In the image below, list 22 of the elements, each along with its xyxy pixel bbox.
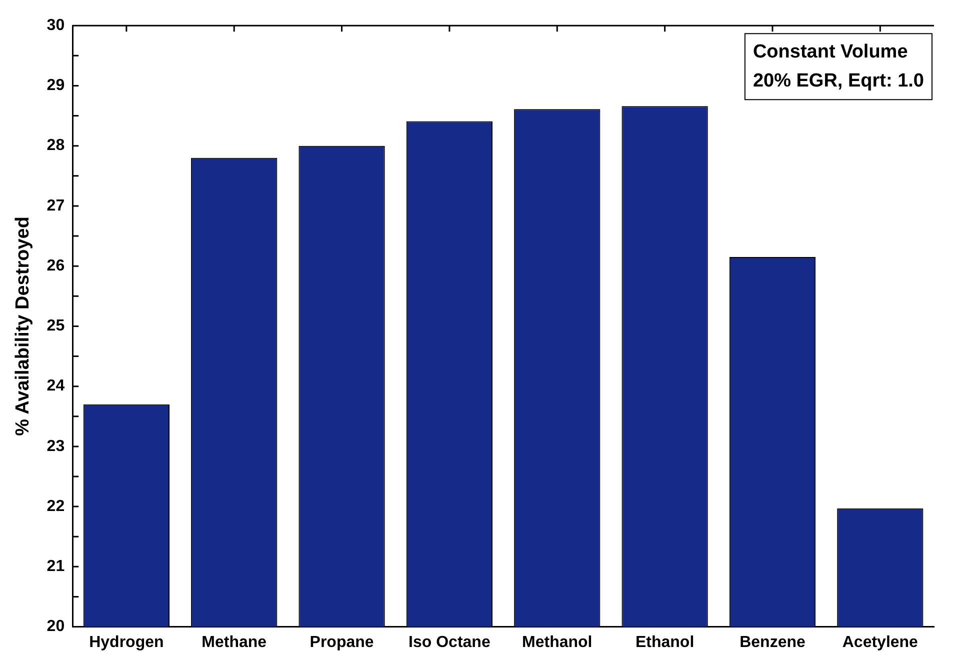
y-tick-label: 28 xyxy=(46,137,65,154)
x-tick-label: Ethanol xyxy=(635,634,694,651)
y-tick-label: 22 xyxy=(46,498,65,515)
x-tick-label: Propane xyxy=(310,634,374,651)
y-tick-label: 23 xyxy=(46,438,65,455)
y-tick-label: 25 xyxy=(46,318,65,335)
y-tick-label: 21 xyxy=(46,558,65,576)
annotation: 20% EGR, Eqrt: 1.0 xyxy=(752,70,924,92)
x-tick-label: Benzene xyxy=(740,634,806,651)
y-tick-label: 24 xyxy=(46,378,65,395)
y-axis-title: % Availability Destroyed xyxy=(12,216,34,436)
x-tick-label: Methanol xyxy=(522,634,592,651)
y-tick-label: 26 xyxy=(46,257,65,274)
y-tick-label: 30 xyxy=(46,17,65,34)
y-tick-label: 20 xyxy=(46,618,65,636)
y-tick-label: 29 xyxy=(46,77,65,94)
annotation: Constant Volume xyxy=(752,41,908,62)
x-tick-label: Hydrogen xyxy=(89,634,164,651)
x-tick-label: Acetylene xyxy=(842,634,918,651)
y-tick-label: 27 xyxy=(46,197,65,214)
x-tick-label: Iso Octane xyxy=(408,634,490,651)
x-tick-label: Methane xyxy=(202,634,267,651)
